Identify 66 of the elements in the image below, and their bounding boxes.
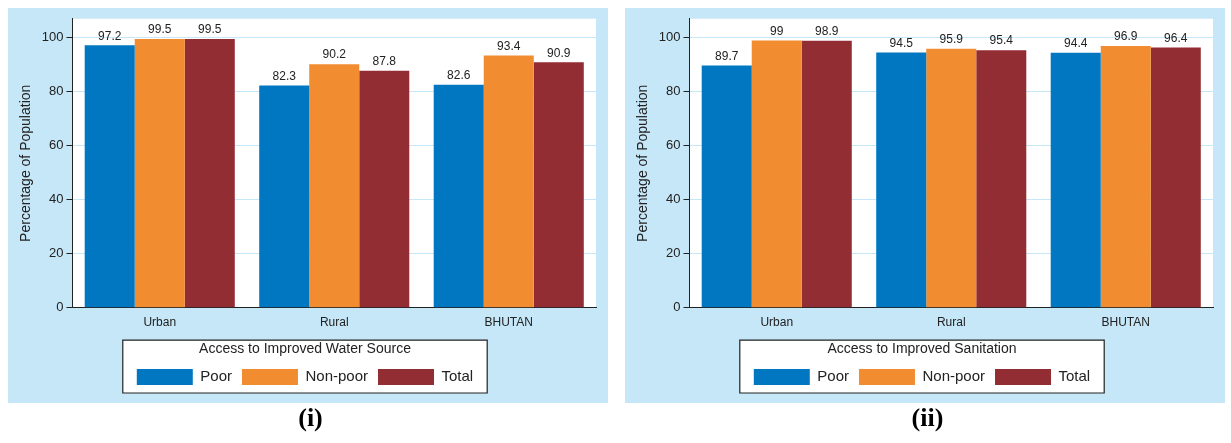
data-label: 87.8	[372, 53, 397, 68]
bar	[976, 50, 1027, 308]
data-label: 99	[770, 23, 784, 38]
bar	[84, 45, 135, 308]
y-tick-label: 40	[666, 191, 681, 207]
bar	[1150, 47, 1201, 308]
data-label: 90.2	[322, 47, 347, 62]
bar	[533, 62, 584, 308]
legend-label: Non-poor	[305, 367, 369, 385]
bar	[259, 85, 310, 308]
bar	[1050, 52, 1101, 308]
y-tick-label: 60	[49, 137, 64, 153]
y-tick-label: 0	[673, 299, 681, 315]
legend-title: Access to Improved Sanitation	[827, 340, 1017, 357]
bar	[134, 39, 185, 308]
legend-label: Poor	[817, 367, 849, 385]
bar	[433, 84, 484, 308]
x-tick-label: Rural	[936, 315, 966, 330]
legend-label: Non-poor	[922, 367, 986, 385]
y-tick-label: 100	[41, 29, 64, 45]
legend-label: Poor	[200, 367, 232, 385]
data-label: 97.2	[98, 28, 122, 43]
y-axis-title: Percentage of Population	[634, 84, 651, 242]
y-tick-label: 80	[49, 83, 64, 99]
bar	[1100, 46, 1151, 308]
data-label: 94.5	[889, 35, 914, 50]
y-tick-label: 40	[49, 191, 64, 207]
bar	[184, 39, 235, 308]
y-tick-label: 80	[666, 83, 681, 99]
data-label: 93.4	[497, 38, 521, 53]
bar	[926, 48, 977, 308]
y-tick-label: 20	[666, 245, 681, 261]
text: (i)	[297, 403, 324, 433]
x-tick-label: BHUTAN	[1101, 315, 1150, 330]
bar	[309, 64, 360, 308]
data-label: 96.4	[1164, 30, 1188, 45]
data-label: 98.9	[815, 23, 839, 38]
legend-label: Total	[1058, 367, 1091, 385]
data-label: 99.5	[198, 22, 222, 37]
x-tick-label: Rural	[319, 315, 349, 330]
data-label: 89.7	[715, 48, 739, 63]
y-tick-label: 100	[658, 29, 681, 45]
data-label: 82.6	[447, 68, 471, 83]
legend-label: Total	[441, 367, 474, 385]
data-label: 94.4	[1064, 36, 1088, 51]
x-tick-label: BHUTAN	[484, 315, 533, 330]
x-tick-label: Urban	[760, 315, 794, 330]
data-label: 95.4	[989, 33, 1014, 48]
bar	[701, 65, 752, 308]
legend-title: Access to Improved Water Source	[199, 340, 412, 357]
y-tick-label: 20	[49, 245, 64, 261]
bar	[801, 40, 852, 308]
x-tick-label: Urban	[143, 315, 177, 330]
y-tick-label: 60	[666, 137, 681, 153]
bar	[483, 55, 534, 308]
data-label: 90.9	[547, 45, 571, 60]
bar	[751, 40, 802, 308]
data-label: 95.9	[939, 32, 964, 47]
data-label: 96.9	[1114, 29, 1138, 44]
bar	[876, 52, 927, 308]
y-axis-title: Percentage of Population	[17, 84, 34, 242]
data-label: 82.3	[272, 68, 297, 83]
y-tick-label: 0	[56, 299, 64, 315]
data-label: 99.5	[148, 22, 172, 37]
text: (ii)	[910, 403, 945, 433]
bar	[359, 70, 410, 308]
